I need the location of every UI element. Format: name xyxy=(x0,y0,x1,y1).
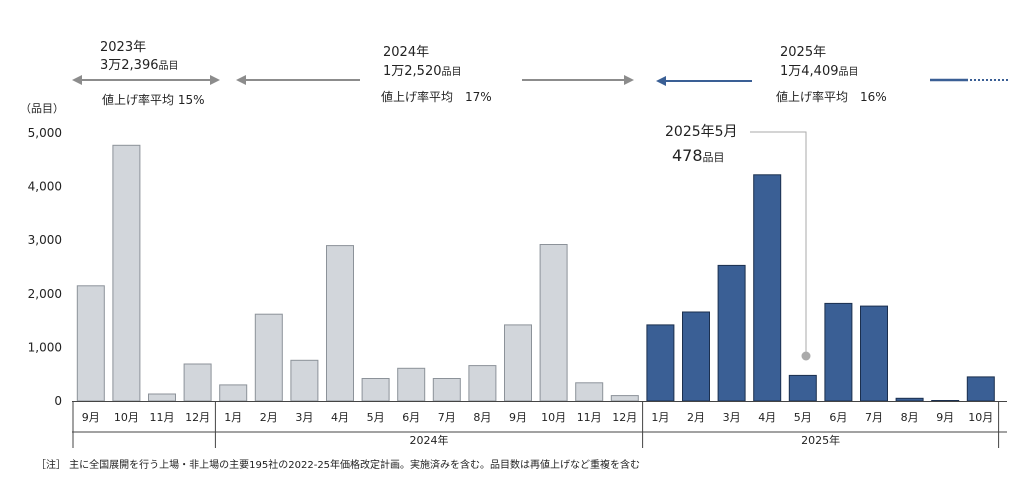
bar-7 xyxy=(290,359,319,402)
footnote: ［注］ 主に全国展開を行う上場・非上場の主要195社の2022-25年価格改定計… xyxy=(36,458,640,471)
bar-15 xyxy=(575,382,604,402)
x-tick-label: 1月 xyxy=(651,411,669,424)
period-2024-count: 1万2,520品目 xyxy=(383,64,462,79)
x-tick-label: 12月 xyxy=(612,411,637,424)
x-tick-label: 3月 xyxy=(723,411,741,424)
bar-1 xyxy=(76,285,105,402)
callout-may-2025: 2025年5月 478品目 xyxy=(665,124,811,361)
period-2025: 2025年 1万4,409品目 値上げ率平均 16% xyxy=(656,45,1008,104)
x-year-label: 2024年 xyxy=(410,433,449,447)
x-tick-label: 11月 xyxy=(577,411,602,424)
x-tick-label: 8月 xyxy=(901,411,919,424)
bar-11 xyxy=(432,378,461,402)
bar-26 xyxy=(966,376,995,402)
x-tick-label: 10月 xyxy=(541,411,566,424)
x-tick-label: 4月 xyxy=(331,411,349,424)
y-tick-label: 0 xyxy=(54,394,62,408)
x-tick-label: 9月 xyxy=(936,411,954,424)
x-tick-label: 10月 xyxy=(114,411,139,424)
y-tick-label: 4,000 xyxy=(28,180,62,194)
x-tick-label: 9月 xyxy=(509,411,527,424)
period-2023-year: 2023年 xyxy=(100,40,146,55)
x-tick-label: 12月 xyxy=(185,411,210,424)
x-tick-label: 3月 xyxy=(295,411,313,424)
x-year-label: 2025年 xyxy=(801,433,840,447)
callout-leader-line xyxy=(750,131,807,352)
y-axis-unit-label: （品目） xyxy=(20,102,64,115)
bar-21 xyxy=(788,374,817,402)
period-2023: 2023年 3万2,396品目 値上げ率平均 15% xyxy=(72,40,220,107)
bar-16 xyxy=(610,395,639,402)
period-2024-arrow-right xyxy=(624,75,634,85)
x-axis: 9月 10月 11月 12月 1月 2月 3月 4月 5月 6月 7月 8月 9月 10月 11月 12月 1月… xyxy=(72,401,1007,448)
bar-17 xyxy=(646,324,675,402)
period-2023-count: 3万2,396品目 xyxy=(100,58,179,73)
x-tick-label: 2月 xyxy=(260,411,278,424)
bar-20 xyxy=(753,174,782,402)
bar-3 xyxy=(148,393,176,402)
x-tick-label: 7月 xyxy=(865,411,883,424)
x-tick-label: 7月 xyxy=(438,411,456,424)
y-tick-label: 1,000 xyxy=(28,340,62,354)
period-2024: 2024年 1万2,520品目 値上げ率平均 17% xyxy=(236,45,634,104)
callout-marker-dot xyxy=(801,351,811,361)
y-axis-ticks: 0 1,000 2,000 3,000 4,000 5,000 xyxy=(28,126,62,408)
bar-19 xyxy=(717,264,746,402)
x-tick-label: 2月 xyxy=(687,411,705,424)
bar-12 xyxy=(468,365,497,402)
x-tick-label: 5月 xyxy=(794,411,812,424)
x-tick-label: 9月 xyxy=(82,411,100,424)
period-2025-count: 1万4,409品目 xyxy=(780,64,859,79)
x-tick-label: 1月 xyxy=(224,411,242,424)
y-tick-label: 5,000 xyxy=(28,126,62,140)
period-2025-arrow-left xyxy=(656,76,666,86)
bar-13 xyxy=(504,324,532,402)
period-2025-rate: 値上げ率平均 16% xyxy=(776,89,887,104)
bar-23 xyxy=(860,305,888,402)
bar-18 xyxy=(682,311,710,402)
bar-10 xyxy=(397,367,426,402)
callout-value: 478品目 xyxy=(672,146,725,165)
period-2023-arrow-left xyxy=(72,75,82,85)
period-2024-rate: 値上げ率平均 17% xyxy=(381,89,492,104)
x-tick-label: 5月 xyxy=(367,411,385,424)
bar-5 xyxy=(219,384,248,402)
period-2024-arrow-left xyxy=(236,75,246,85)
bar-14 xyxy=(539,244,568,402)
x-tick-label: 4月 xyxy=(758,411,776,424)
bar-25 xyxy=(931,400,960,402)
x-tick-label: 10月 xyxy=(968,411,993,424)
bar-4 xyxy=(183,363,212,402)
y-tick-label: 2,000 xyxy=(28,287,62,301)
bar-22 xyxy=(824,302,853,402)
bars xyxy=(76,144,995,402)
x-tick-label: 6月 xyxy=(402,411,420,424)
period-2023-rate: 値上げ率平均 15% xyxy=(102,92,205,107)
bar-24 xyxy=(895,397,924,402)
x-tick-label: 6月 xyxy=(829,411,847,424)
bar-2 xyxy=(112,144,141,402)
bar-8 xyxy=(326,245,354,402)
callout-period: 2025年5月 xyxy=(665,124,738,140)
bar-9 xyxy=(361,378,390,402)
period-2023-arrow-right xyxy=(210,75,220,85)
period-2025-year: 2025年 xyxy=(780,45,826,60)
y-tick-label: 3,000 xyxy=(28,233,62,247)
bar-6 xyxy=(254,313,283,402)
period-2024-year: 2024年 xyxy=(383,45,429,60)
x-tick-label: 11月 xyxy=(150,411,175,424)
x-tick-label: 8月 xyxy=(473,411,491,424)
